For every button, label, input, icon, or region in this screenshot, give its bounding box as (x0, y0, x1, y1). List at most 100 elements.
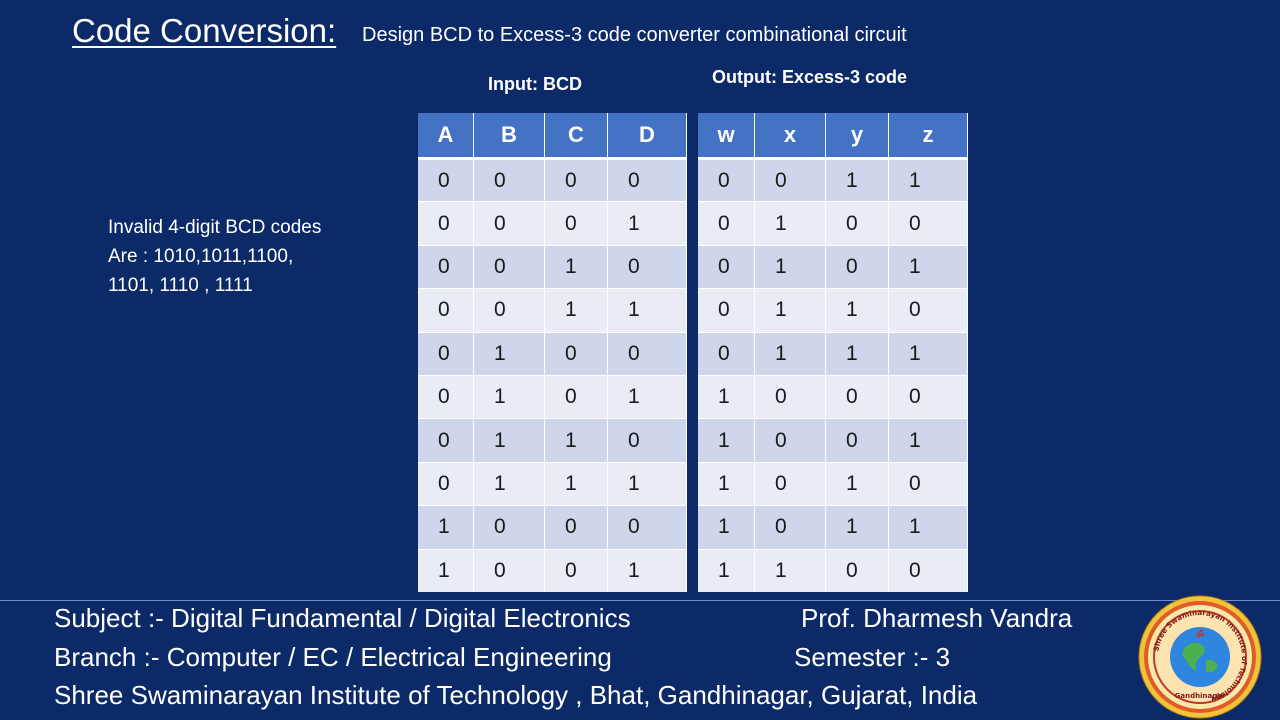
column-header: C (544, 113, 608, 160)
table-cell: 0 (754, 505, 826, 550)
table-cell: 0 (888, 201, 968, 246)
table-cell: 1 (825, 461, 889, 506)
column-header: A (418, 113, 474, 160)
footer-semester: Semester :- 3 (794, 642, 951, 672)
table-cell: 0 (544, 505, 608, 550)
table-cell: 1 (607, 374, 687, 419)
column-header: z (888, 113, 968, 160)
seal-place-text: Gandhinagar (1175, 692, 1226, 700)
table-cell: 1 (698, 461, 755, 506)
table-cell: 0 (607, 505, 687, 550)
table-cell: 1 (698, 505, 755, 550)
table-cell: 0 (825, 418, 889, 463)
column-header: w (698, 113, 755, 160)
invalid-codes-note: Invalid 4-digit BCD codes Are : 1010,101… (108, 213, 321, 300)
table-cell: 0 (698, 201, 755, 246)
table-cell: 1 (418, 548, 474, 593)
table-cell: 0 (754, 418, 826, 463)
slide-title: Code Conversion: (72, 12, 337, 49)
table-cell: 0 (418, 201, 474, 246)
table-cell: 0 (607, 157, 687, 202)
table-cell: 1 (698, 548, 755, 593)
table-cell: 1 (473, 331, 545, 376)
table-cell: 1 (544, 244, 608, 289)
table-cell: 0 (607, 244, 687, 289)
footer-divider (0, 600, 1280, 601)
table-cell: 0 (418, 288, 474, 333)
table-header-row: A B C D (418, 113, 687, 160)
table-cell: 1 (698, 418, 755, 463)
column-header: x (754, 113, 826, 160)
table-cell: 1 (473, 374, 545, 419)
column-header: B (473, 113, 545, 160)
table-cell: 0 (754, 461, 826, 506)
table-header-row: w x y z (698, 113, 968, 160)
table-cell: 0 (754, 157, 826, 202)
table-cell: 0 (418, 461, 474, 506)
note-line-1: Invalid 4-digit BCD codes (108, 217, 322, 238)
table-cell: 0 (473, 157, 545, 202)
table-cell: 1 (888, 244, 968, 289)
table-cell: 1 (754, 331, 826, 376)
table-cell: 0 (473, 201, 545, 246)
table-cell: 0 (544, 374, 608, 419)
table-cell: 0 (888, 548, 968, 593)
table-cell: 1 (888, 331, 968, 376)
table-cell: 1 (754, 288, 826, 333)
table-cell: 1 (473, 461, 545, 506)
table-cell: 1 (473, 418, 545, 463)
note-line-3: 1101, 1110 , 1111 (108, 275, 253, 296)
om-symbol-icon: ॐ (1195, 629, 1204, 641)
table-cell: 1 (825, 157, 889, 202)
table-cell: 0 (698, 288, 755, 333)
table-cell: 1 (825, 331, 889, 376)
table-cell: 1 (754, 244, 826, 289)
table-cell: 1 (544, 288, 608, 333)
table-cell: 1 (544, 418, 608, 463)
table-cell: 0 (698, 157, 755, 202)
footer-branch: Branch :- Computer / EC / Electrical Eng… (54, 642, 612, 672)
input-caption: Input: BCD (488, 74, 582, 94)
table-cell: 0 (825, 201, 889, 246)
table-cell: 0 (825, 374, 889, 419)
table-cell: 1 (607, 288, 687, 333)
table-cell: 0 (888, 374, 968, 419)
table-cell: 0 (544, 331, 608, 376)
table-cell: 0 (607, 331, 687, 376)
output-caption: Output: Excess-3 code (712, 67, 908, 87)
table-cell: 0 (825, 548, 889, 593)
table-cell: 0 (418, 331, 474, 376)
footer-subject: Subject :- Digital Fundamental / Digital… (54, 603, 631, 633)
table-cell: 0 (418, 374, 474, 419)
table-cell: 0 (544, 157, 608, 202)
table-cell: 0 (418, 418, 474, 463)
table-cell: 0 (473, 244, 545, 289)
table-cell: 0 (473, 548, 545, 593)
table-cell: 1 (888, 157, 968, 202)
footer-professor: Prof. Dharmesh Vandra (801, 603, 1073, 633)
table-cell: 1 (825, 505, 889, 550)
table-cell: 0 (698, 244, 755, 289)
table-cell: 0 (473, 288, 545, 333)
column-header: y (825, 113, 889, 160)
institute-seal-icon: Shree Swaminarayan Institute of Technolo… (1138, 595, 1262, 719)
table-cell: 0 (544, 548, 608, 593)
table-cell: 0 (607, 418, 687, 463)
table-cell: 1 (607, 548, 687, 593)
